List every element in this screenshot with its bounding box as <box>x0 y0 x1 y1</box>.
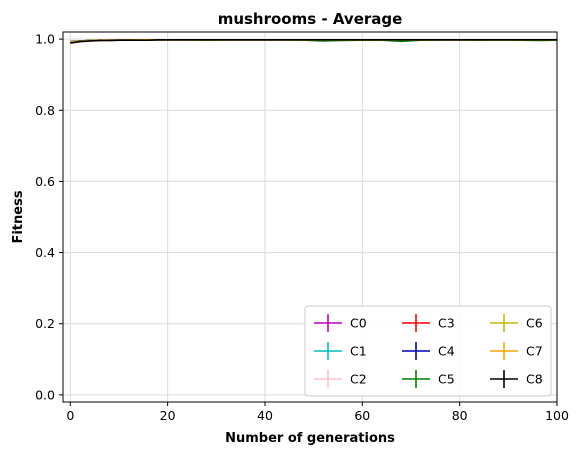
y-tick-label: 0.0 <box>35 387 55 402</box>
y-tick-label: 0.6 <box>35 174 55 189</box>
legend-entry-c6: C6 <box>490 314 543 332</box>
y-tick-label: 0.8 <box>35 103 55 118</box>
legend-entry-c8: C8 <box>490 370 543 388</box>
legend-entry-c0: C0 <box>314 314 367 332</box>
chart-title: mushrooms - Average <box>218 10 403 28</box>
y-tick-label: 0.2 <box>35 316 55 331</box>
legend-label: C1 <box>350 344 367 359</box>
y-tick-label: 1.0 <box>35 32 55 47</box>
x-tick-label: 60 <box>354 408 370 423</box>
legend-label: C7 <box>526 344 543 359</box>
legend-label: C8 <box>526 372 543 387</box>
x-axis-label: Number of generations <box>225 431 395 446</box>
series-lines <box>70 38 558 45</box>
x-tick-label: 40 <box>257 408 273 423</box>
x-tick-label: 100 <box>545 408 569 423</box>
x-tick-label: 80 <box>452 408 468 423</box>
legend-label: C5 <box>438 372 455 387</box>
legend-label: C2 <box>350 372 367 387</box>
axis-ticks: 0 20 40 60 80 100 0.0 0.2 0.4 0.6 0.8 1.0 <box>35 32 569 423</box>
legend-entry-c4: C4 <box>402 342 455 360</box>
legend-label: C4 <box>438 344 455 359</box>
legend-entry-c1: C1 <box>314 342 367 360</box>
plot-frame <box>62 31 558 403</box>
legend-entry-c3: C3 <box>402 314 455 332</box>
y-tick-label: 0.4 <box>35 245 55 260</box>
x-tick-label: 20 <box>160 408 176 423</box>
legend: C0 C1 C2 C3 C4 C5 C6 C7 C8 <box>304 305 552 397</box>
series-line-c8 <box>70 38 557 44</box>
legend-label: C3 <box>438 316 455 331</box>
legend-entry-c7: C7 <box>490 342 543 360</box>
legend-label: C0 <box>350 316 367 331</box>
x-tick-label: 0 <box>66 408 74 423</box>
legend-label: C6 <box>526 316 543 331</box>
legend-entry-c2: C2 <box>314 370 367 388</box>
legend-entry-c5: C5 <box>402 370 455 388</box>
grid <box>63 32 558 402</box>
y-axis-label: Fitness <box>11 190 26 243</box>
